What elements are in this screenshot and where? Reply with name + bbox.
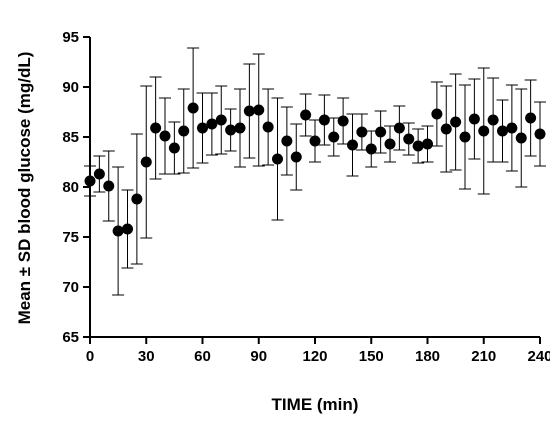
data-point <box>365 143 377 155</box>
data-point <box>234 122 246 134</box>
data-point <box>290 151 302 163</box>
data-point <box>506 122 518 134</box>
data-point <box>225 124 237 136</box>
data-point <box>459 131 471 143</box>
y-tick-label: 95 <box>62 29 79 46</box>
data-point <box>262 121 274 133</box>
data-point <box>178 125 190 137</box>
y-tick-label: 85 <box>62 129 79 146</box>
data-point <box>197 122 208 134</box>
data-point <box>300 109 312 121</box>
data-point <box>215 114 227 126</box>
data-point <box>384 138 396 150</box>
data-point <box>393 122 405 134</box>
data-point <box>487 114 499 126</box>
x-axis-title: TIME (min) <box>272 395 359 414</box>
plot-area <box>84 47 546 296</box>
data-point <box>243 105 255 117</box>
x-tick-label: 120 <box>302 348 327 365</box>
data-point <box>309 135 321 147</box>
data-point <box>272 153 283 165</box>
data-point <box>112 225 124 237</box>
data-point <box>356 126 368 138</box>
y-axis-title: Mean ± SD blood glucose (mg/dL) <box>15 52 34 325</box>
data-point <box>347 139 358 151</box>
data-point <box>328 131 340 143</box>
data-point <box>159 130 171 142</box>
data-point <box>131 193 143 205</box>
data-point <box>168 142 180 154</box>
data-point <box>318 114 330 126</box>
x-tick-label: 60 <box>194 348 211 365</box>
x-tick-label: 240 <box>527 348 550 365</box>
data-point <box>440 123 452 135</box>
x-tick-label: 180 <box>415 348 440 365</box>
x-tick-label: 90 <box>250 348 267 365</box>
data-point <box>140 156 152 168</box>
x-tick-label: 30 <box>138 348 155 365</box>
data-point <box>422 138 433 150</box>
data-point <box>187 102 199 114</box>
axes: 65 70 75 80 85 90 95 0 30 60 90 120 150 180 210 240 <box>62 29 550 365</box>
data-point <box>412 140 424 152</box>
data-point <box>431 108 443 120</box>
data-point <box>206 118 218 130</box>
y-tick-label: 70 <box>62 279 79 296</box>
data-point <box>525 112 537 124</box>
y-tick-label: 80 <box>62 179 79 196</box>
data-point <box>93 168 105 180</box>
data-point <box>468 113 480 125</box>
data-point <box>122 223 133 235</box>
data-point <box>450 116 462 128</box>
data-point <box>478 125 490 137</box>
data-point <box>515 132 527 144</box>
x-tick-label: 210 <box>471 348 496 365</box>
data-point <box>253 104 265 116</box>
data-point <box>403 133 415 145</box>
data-point <box>534 128 546 140</box>
y-tick-label: 75 <box>62 229 79 246</box>
x-tick-label: 0 <box>86 348 94 365</box>
data-point <box>337 115 349 127</box>
data-point <box>150 122 162 134</box>
data-point <box>375 126 387 138</box>
data-point <box>281 135 293 147</box>
x-tick-label: 150 <box>359 348 384 365</box>
data-point <box>497 125 508 137</box>
y-tick-label: 90 <box>62 79 79 96</box>
y-tick-label: 65 <box>62 329 79 346</box>
data-point <box>103 180 115 192</box>
